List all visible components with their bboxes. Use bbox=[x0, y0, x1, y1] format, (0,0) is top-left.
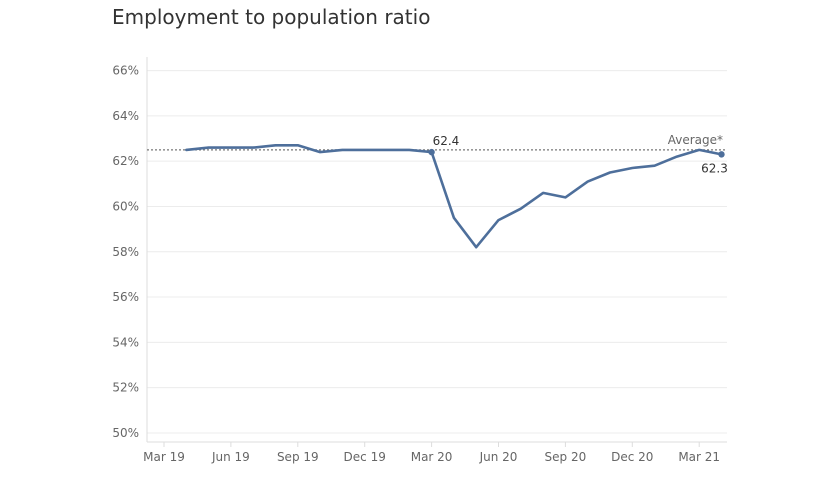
average-label: Average* bbox=[668, 133, 723, 147]
x-tick-label: Mar 21 bbox=[678, 450, 720, 464]
y-tick-label: 58% bbox=[112, 245, 139, 259]
data-label: 62.3 bbox=[701, 161, 728, 175]
reference-line-group: Average* bbox=[147, 133, 727, 151]
x-tick-label: Sep 19 bbox=[277, 450, 319, 464]
y-tick-label: 52% bbox=[112, 381, 139, 395]
x-tick-label: Jun 20 bbox=[479, 450, 518, 464]
x-tick-label: Mar 19 bbox=[143, 450, 185, 464]
x-tick-label: Jun 19 bbox=[211, 450, 250, 464]
labels-group: 62.4 62.3 bbox=[428, 134, 728, 175]
data-point-marker bbox=[428, 148, 435, 156]
data-label: 62.4 bbox=[433, 134, 460, 148]
y-tick-label: 66% bbox=[112, 64, 139, 78]
series-group bbox=[185, 144, 723, 249]
x-tick-label: Dec 19 bbox=[344, 450, 386, 464]
x-tick-label: Dec 20 bbox=[611, 450, 653, 464]
y-tick-label: 60% bbox=[112, 199, 139, 213]
gridlines bbox=[147, 70, 727, 434]
axes: 66% 64% 62% 60% 58% 56% 54% 52% 50% Mar 19 Jun 19 S… bbox=[112, 57, 727, 464]
series-line bbox=[185, 144, 723, 249]
x-tick-label: Sep 20 bbox=[545, 450, 587, 464]
y-tick-label: 50% bbox=[112, 426, 139, 440]
data-point-marker bbox=[718, 151, 725, 158]
y-tick-label: 62% bbox=[112, 154, 139, 168]
y-tick-label: 64% bbox=[112, 109, 139, 123]
x-tick-label: Mar 20 bbox=[411, 450, 453, 464]
chart-title: Employment to population ratio bbox=[112, 5, 431, 29]
y-tick-label: 54% bbox=[112, 335, 139, 349]
y-tick-label: 56% bbox=[112, 290, 139, 304]
